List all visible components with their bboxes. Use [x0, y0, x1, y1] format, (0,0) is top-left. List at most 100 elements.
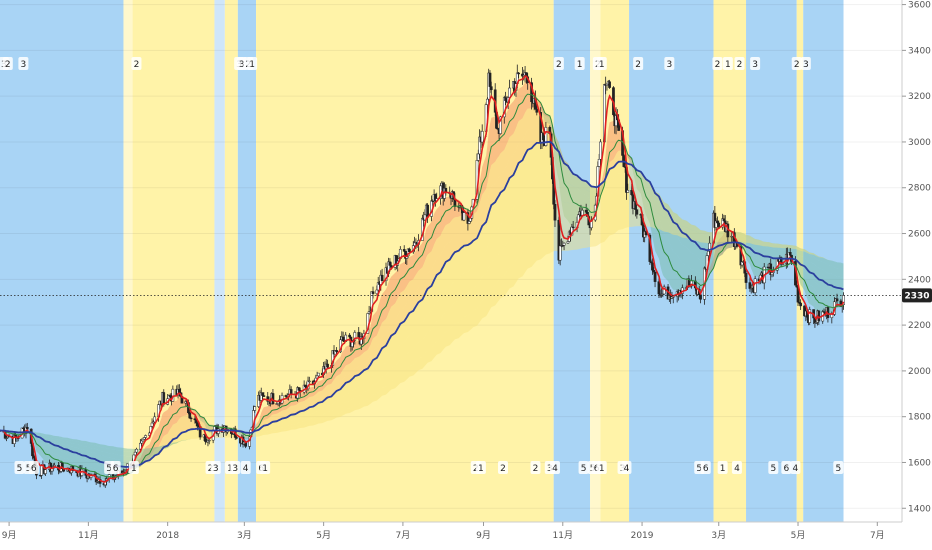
ma-ribbon — [716, 241, 746, 262]
ma-ribbon — [679, 217, 844, 279]
candle-body — [426, 204, 429, 217]
signal-text: 4 — [243, 464, 249, 474]
candle-body — [651, 262, 654, 271]
y-tick-label: 2200 — [908, 321, 931, 331]
candle-body — [469, 218, 472, 222]
signal-text: 3 — [239, 60, 245, 70]
candle-body — [504, 97, 507, 101]
candle-body — [748, 282, 752, 289]
signal-text: 2 — [473, 464, 479, 474]
ma-ribbon — [604, 140, 635, 186]
signal-text: 1 — [577, 60, 583, 70]
x-tick-label: 2019 — [631, 531, 654, 541]
y-tick-label: 2600 — [908, 230, 931, 240]
signal-badge — [28, 461, 39, 474]
signal-text: 6 — [31, 464, 37, 474]
ma-ribbon — [597, 120, 628, 207]
zone-blue — [553, 0, 591, 522]
signal-text: 5 — [17, 464, 23, 474]
x-tick-label: 9月 — [2, 530, 17, 541]
signal-badge — [750, 57, 761, 70]
top-signal-label: 3 — [664, 57, 675, 70]
candle-body — [608, 81, 611, 88]
y-tick-label: 1600 — [908, 458, 931, 468]
top-signal-label: 3 — [800, 57, 811, 70]
bottom-signal-label: 5 — [14, 461, 25, 474]
ma-ribbon — [540, 102, 598, 226]
signal-badge — [131, 57, 142, 70]
x-tick-label: 11月 — [553, 530, 573, 541]
signal-badge — [247, 57, 258, 70]
ma-ribbon — [31, 433, 123, 480]
candle-body — [626, 190, 630, 193]
zone-yellow — [256, 0, 554, 522]
signal-text: 2 — [635, 60, 641, 70]
signal-text: 3 — [213, 464, 219, 474]
signal-text: 1 — [478, 464, 484, 474]
candle-body — [488, 72, 492, 87]
candle-body — [835, 298, 839, 302]
candle-body — [716, 220, 719, 224]
signal-badge — [553, 57, 564, 70]
ma-ribbon — [3, 430, 142, 475]
signal-text: 2 — [556, 60, 562, 70]
signal-text: 1 — [131, 464, 137, 474]
signal-badge — [731, 461, 742, 474]
signal-badge — [781, 461, 792, 474]
x-tick-label: 9月 — [476, 530, 491, 541]
candle-body — [562, 242, 566, 246]
zone-yellow_light — [123, 0, 133, 522]
signal-badge — [578, 461, 589, 474]
candle-body — [717, 222, 721, 228]
top-signal-label: 1 — [722, 57, 733, 70]
signal-badge — [734, 57, 745, 70]
top-signal-label: 3 — [18, 57, 29, 70]
candle-body — [335, 350, 338, 353]
signal-text: 1 — [227, 464, 233, 474]
x-tick-label: 5月 — [316, 530, 331, 541]
candle-body — [150, 422, 154, 427]
candle-body — [133, 451, 137, 456]
signal-badge — [790, 461, 801, 474]
candle-body — [744, 272, 748, 283]
top-signal-label: 2 — [712, 57, 723, 70]
candle-body — [44, 469, 47, 474]
bottom-signal-label: 4 — [240, 461, 251, 474]
candle-body — [389, 265, 393, 268]
candle-body — [171, 388, 175, 402]
signal-text: 4 — [552, 464, 558, 474]
x-axis[interactable]: 9月 11月 2018 3月 5月 7月 9月 11月 2019 3月 5月 7月 — [0, 521, 932, 550]
y-tick-label: 1800 — [908, 413, 931, 423]
candle-body — [662, 286, 666, 295]
candle-body — [162, 392, 166, 405]
bottom-signal-label: 6 — [700, 461, 711, 474]
ma-ribbon — [560, 147, 607, 202]
candle-body — [348, 334, 351, 338]
zone-blue_light — [214, 0, 225, 522]
gridlines — [0, 4, 902, 509]
candle-body — [32, 455, 36, 459]
candle-body — [708, 242, 711, 252]
x-tick-label: 11月 — [78, 530, 98, 541]
candle-body — [253, 406, 257, 411]
top-signal-label: 2 — [553, 57, 564, 70]
bottom-signal-label: 1 — [128, 461, 139, 474]
candle-body — [144, 435, 147, 438]
ma-ribbon — [253, 195, 468, 432]
candle-body — [489, 86, 493, 91]
top-signal-label: 2 — [131, 57, 142, 70]
signal-text: 3 — [547, 464, 553, 474]
signal-badge — [596, 57, 607, 70]
top-signal-label: 2 — [2, 57, 13, 70]
candle-body — [652, 269, 656, 273]
y-axis[interactable]: 3600 3400 3200 3000 2800 2600 2400 2200 2000 1800… — [901, 0, 932, 550]
ma-ribbon — [746, 253, 791, 271]
bottom-signal-label: 5 — [578, 461, 589, 474]
ma-ribbon — [627, 154, 707, 292]
signal-labels: 3232332121212321232355656123134612122345… — [0, 57, 844, 474]
signal-text: 4 — [734, 464, 740, 474]
signal-text: 4 — [793, 464, 799, 474]
ma-ribbon — [795, 264, 844, 308]
candle-body — [402, 249, 406, 252]
